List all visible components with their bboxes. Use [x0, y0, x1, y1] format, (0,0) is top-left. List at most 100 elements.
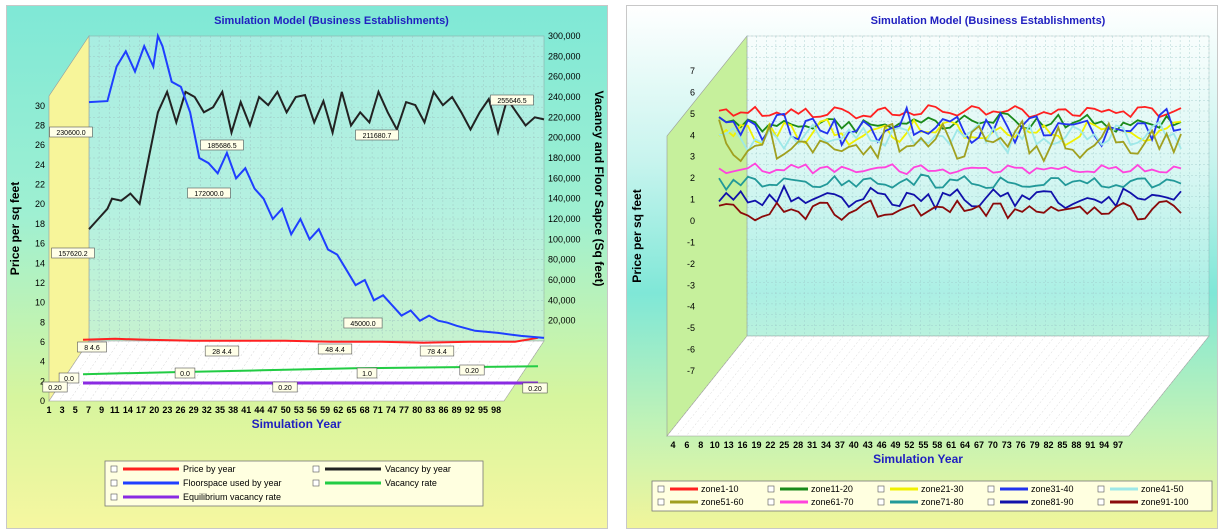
legend: zone1-10 zone11-20 zone21-30 zone31-40 zone4…: [651, 480, 1213, 512]
y-tick-label: 8: [40, 317, 45, 327]
x-tick-label: 53: [294, 405, 304, 415]
y-tick-label: 5: [690, 109, 695, 119]
x-tick-label: 46: [877, 440, 887, 450]
legend-item-zone1-10[interactable]: zone1-10: [657, 484, 739, 494]
annotation-label: 211680.7: [355, 129, 399, 141]
svg-text:45000.0: 45000.0: [350, 321, 375, 328]
x-axis-ticks: 4 6 8 10 13 16 19 22 25 28 31 34 37 40 43 46 49 52 55 58 61 6…: [670, 440, 1123, 450]
svg-text:0.0: 0.0: [180, 371, 190, 378]
y2-tick-label: 80,000: [548, 255, 576, 265]
annotation-label: 0.20: [42, 381, 68, 393]
legend-item-vacancy-rate[interactable]: Vacancy rate: [312, 478, 437, 488]
y-tick-label: 3: [690, 152, 695, 162]
x-tick-label: 49: [891, 440, 901, 450]
series-line-zone81-90: [718, 184, 1182, 211]
y-tick-label: 30: [35, 101, 45, 111]
y-tick-label: 4: [40, 357, 45, 367]
x-tick-label: 9: [99, 405, 104, 415]
x-tick-label: 19: [751, 440, 761, 450]
series-line-vacancy-by-year: [88, 89, 545, 230]
x-tick-label: 88: [1071, 440, 1081, 450]
x-axis-ticks: 1 3 5 7 9 11 14 17 20 23 26 29 32 35 38 41 44 47 50 53 56 59 6…: [46, 405, 501, 415]
legend-item-zone71-80[interactable]: zone71-80: [877, 497, 964, 507]
svg-text:0.0: 0.0: [64, 376, 74, 383]
right-chart: Simulation Model (Business Establishment…: [630, 15, 1213, 512]
x-tick-label: 74: [386, 405, 396, 415]
right-chart-panel: Simulation Model (Business Establishment…: [626, 5, 1218, 529]
left-chart-panel: Simulation Model (Business Establishment…: [6, 5, 608, 529]
x-axis-label: Simulation Year: [252, 417, 342, 431]
x-tick-label: 62: [333, 405, 343, 415]
svg-text:28 4.4: 28 4.4: [212, 349, 232, 356]
x-tick-label: 52: [904, 440, 914, 450]
svg-text:zone81-90: zone81-90: [1031, 497, 1074, 507]
annotation-label: 172000.0: [187, 187, 231, 199]
x-tick-label: 55: [918, 440, 928, 450]
x-axis-label: Simulation Year: [873, 452, 963, 466]
legend-item-zone11-20[interactable]: zone11-20: [767, 484, 853, 494]
annotation-label: 78 4.4: [419, 345, 455, 357]
y-tick-label: 14: [35, 258, 45, 268]
x-tick-label: 73: [1002, 440, 1012, 450]
legend-item-floorspace-used-by-year[interactable]: Floorspace used by year: [110, 478, 282, 488]
svg-text:zone61-70: zone61-70: [811, 497, 854, 507]
svg-text:255646.5: 255646.5: [497, 98, 526, 105]
series-line-price-by-year: [82, 336, 539, 344]
x-tick-label: 23: [162, 405, 172, 415]
legend-item-vacancy-by-year[interactable]: Vacancy by year: [312, 464, 451, 474]
legend-item-zone31-40[interactable]: zone31-40: [987, 484, 1074, 494]
x-tick-label: 82: [1043, 440, 1053, 450]
y-tick-label: -7: [687, 366, 695, 376]
svg-text:Equilibrium vacancy rate: Equilibrium vacancy rate: [183, 492, 281, 502]
y-tick-label: 16: [35, 239, 45, 249]
x-tick-label: 11: [110, 405, 120, 415]
y2-tick-label: 160,000: [548, 173, 581, 183]
annotation-label: 8 4.6: [77, 341, 107, 353]
y2-tick-label: 60,000: [548, 275, 576, 285]
x-tick-label: 64: [960, 440, 970, 450]
x-tick-label: 20: [149, 405, 159, 415]
legend-item-zone41-50[interactable]: zone41-50: [1097, 484, 1184, 494]
y-tick-label: 12: [35, 278, 45, 288]
legend-item-zone21-30[interactable]: zone21-30: [877, 484, 964, 494]
x-tick-label: 83: [425, 405, 435, 415]
x-tick-label: 29: [189, 405, 199, 415]
y2-tick-label: 220,000: [548, 112, 581, 122]
svg-text:8 4.6: 8 4.6: [84, 345, 100, 352]
legend-item-zone61-70[interactable]: zone61-70: [767, 497, 854, 507]
legend: Price by year Vacancy by year Floorspace u…: [104, 460, 484, 507]
series-line-zone31-40: [718, 105, 1182, 148]
x-tick-label: 89: [452, 405, 462, 415]
svg-text:0.20: 0.20: [528, 386, 542, 393]
x-tick-label: 32: [202, 405, 212, 415]
x-tick-label: 26: [175, 405, 185, 415]
svg-text:78 4.4: 78 4.4: [427, 349, 447, 356]
x-tick-label: 91: [1085, 440, 1095, 450]
svg-text:Floorspace used by year: Floorspace used by year: [183, 478, 282, 488]
x-tick-label: 14: [123, 405, 133, 415]
legend-item-zone51-60[interactable]: zone51-60: [657, 497, 744, 507]
x-tick-label: 98: [491, 405, 501, 415]
y2-tick-label: 140,000: [548, 194, 581, 204]
series-line-zone71-80: [718, 173, 1182, 192]
x-tick-label: 47: [268, 405, 278, 415]
x-tick-label: 58: [932, 440, 942, 450]
x-tick-label: 38: [228, 405, 238, 415]
annotation-label: 1.0: [356, 367, 378, 379]
x-tick-label: 17: [136, 405, 146, 415]
svg-text:157620.2: 157620.2: [58, 251, 87, 258]
svg-text:48 4.4: 48 4.4: [325, 347, 345, 354]
legend-item-equilibrium-vacancy-rate[interactable]: Equilibrium vacancy rate: [110, 492, 281, 502]
x-tick-label: 65: [346, 405, 356, 415]
legend-item-zone91-100[interactable]: zone91-100: [1097, 497, 1189, 507]
x-tick-label: 79: [1030, 440, 1040, 450]
annotation-label: 255646.5: [490, 94, 534, 106]
y-tick-label: 6: [690, 87, 695, 97]
svg-text:230600.0: 230600.0: [56, 130, 85, 137]
svg-text:Vacancy by year: Vacancy by year: [385, 464, 451, 474]
legend-item-zone81-90[interactable]: zone81-90: [987, 497, 1074, 507]
legend-item-price-by-year[interactable]: Price by year: [110, 464, 236, 474]
series-line-zone91-100: [718, 199, 1182, 222]
x-tick-label: 70: [988, 440, 998, 450]
